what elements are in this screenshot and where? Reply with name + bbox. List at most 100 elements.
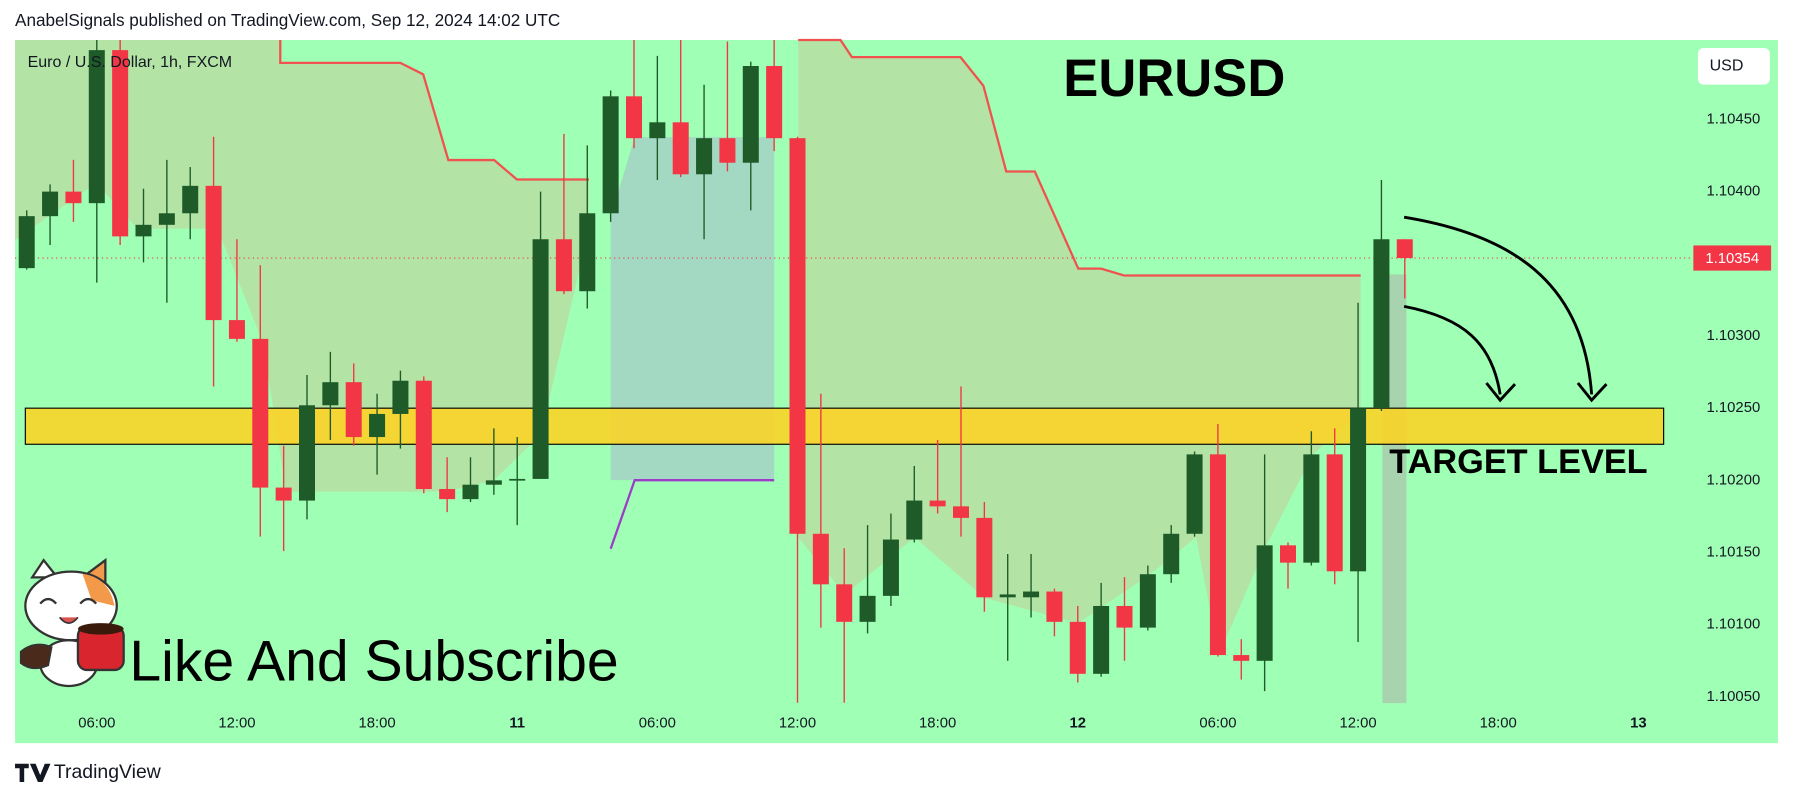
candle-body: [555, 239, 572, 292]
arrow-head: [1576, 382, 1608, 403]
y-tick-label: 1.10100: [1707, 617, 1761, 633]
candle-body: [882, 539, 899, 596]
arrow-head: [1485, 382, 1517, 403]
trend-shade: [610, 137, 775, 481]
supertrend-line: [609, 479, 775, 550]
candle-body: [812, 533, 829, 585]
target-zone-group: [15, 257, 1693, 445]
candle-body: [42, 191, 59, 217]
candle-body: [135, 224, 152, 237]
candle-body: [88, 50, 105, 204]
x-tick-label: 12:00: [779, 716, 816, 732]
symbol-label: Euro / U.S. Dollar, 1h, FXCM: [28, 54, 233, 71]
candle-body: [205, 185, 222, 321]
annotation: Like And Subscribe: [129, 629, 618, 693]
candle-body: [1303, 454, 1320, 563]
candle-body: [228, 320, 245, 339]
candle-body: [415, 380, 432, 490]
candle-body: [1373, 239, 1390, 409]
footer-brand: TradingView: [54, 761, 162, 783]
candle-body: [1116, 605, 1133, 628]
candle-body: [929, 500, 946, 507]
candle-body: [1326, 454, 1343, 572]
x-tick-label: 06:00: [1199, 716, 1236, 732]
candle-body: [719, 138, 736, 163]
x-tick-label: 13: [1630, 716, 1647, 732]
candle-body: [976, 517, 993, 598]
candle-body: [625, 96, 643, 139]
candle-body: [696, 138, 713, 175]
candle-body: [1186, 454, 1203, 534]
candle-body: [1209, 454, 1226, 656]
x-tick-label: 06:00: [78, 716, 115, 732]
candle-body: [602, 96, 619, 214]
candle-body: [1139, 574, 1156, 628]
candle-body: [1093, 605, 1110, 674]
x-tick-label: 18:00: [1480, 716, 1517, 732]
y-tick-label: 1.10450: [1707, 111, 1761, 127]
currency-button[interactable]: [1697, 48, 1770, 85]
candle-body: [742, 66, 759, 163]
candle-body: [112, 50, 129, 237]
logo: [15, 763, 51, 782]
y-tick-label: 1.10050: [1707, 689, 1761, 705]
candle-body: [952, 506, 970, 518]
candle-body: [1233, 655, 1250, 661]
candle-body: [275, 487, 292, 501]
currency-label[interactable]: USD: [1710, 58, 1744, 75]
arrow: [1403, 215, 1594, 395]
candle-body: [65, 191, 82, 204]
last-price-label: 1.10354: [1705, 251, 1759, 267]
y-tick-label: 1.10300: [1707, 328, 1761, 344]
x-tick-label: 12:00: [1339, 716, 1376, 732]
candle-body: [836, 584, 853, 622]
candle-body: [158, 213, 175, 225]
candle-body: [1046, 591, 1063, 622]
candle-body: [392, 380, 409, 414]
candle-body: [532, 239, 549, 479]
candle-body: [252, 338, 269, 488]
candle-body: [18, 216, 35, 269]
candle-body: [322, 382, 339, 406]
y-tick-label: 1.10250: [1707, 400, 1761, 416]
x-tick-label: 12: [1070, 716, 1087, 732]
mascot: [19, 557, 125, 688]
arrow: [1403, 304, 1502, 395]
candle-body: [485, 480, 502, 485]
candle-body: [649, 122, 666, 139]
header: AnabelSignals published on TradingView.c…: [15, 10, 560, 30]
annotation: TARGET LEVEL: [1389, 443, 1647, 481]
candle-body: [369, 413, 386, 438]
x-tick-label: 18:00: [919, 716, 956, 732]
candle-body: [1396, 239, 1413, 259]
y-tick-label: 1.10400: [1707, 184, 1761, 200]
last-price-box: [1693, 245, 1772, 271]
candle-body: [859, 595, 876, 622]
candle-body: [345, 382, 362, 438]
candle-body: [509, 478, 526, 481]
candle-body: [462, 484, 479, 500]
candle-body: [1350, 408, 1367, 572]
candle-body: [999, 594, 1016, 598]
candle-body: [182, 185, 199, 214]
supertrend-line: [279, 40, 589, 181]
candle-body: [1279, 545, 1296, 563]
x-tick-label: 11: [509, 716, 525, 732]
candle-body: [1163, 533, 1180, 575]
candle-body: [766, 66, 783, 139]
x-tick-label: 12:00: [218, 716, 255, 732]
candles: [18, 40, 1413, 703]
target-zone: [24, 407, 1665, 445]
chart-title: EURUSD: [1063, 49, 1285, 108]
x-tick-label: 06:00: [639, 716, 676, 732]
y-tick-label: 1.10150: [1707, 544, 1761, 560]
candle-body: [299, 405, 316, 501]
candle-body: [1069, 621, 1086, 674]
x-tick-label: 18:00: [358, 716, 395, 732]
candle-body: [439, 489, 456, 500]
candle-body: [906, 500, 923, 540]
candle-body: [789, 138, 806, 534]
supertrend-line: [798, 38, 1361, 277]
